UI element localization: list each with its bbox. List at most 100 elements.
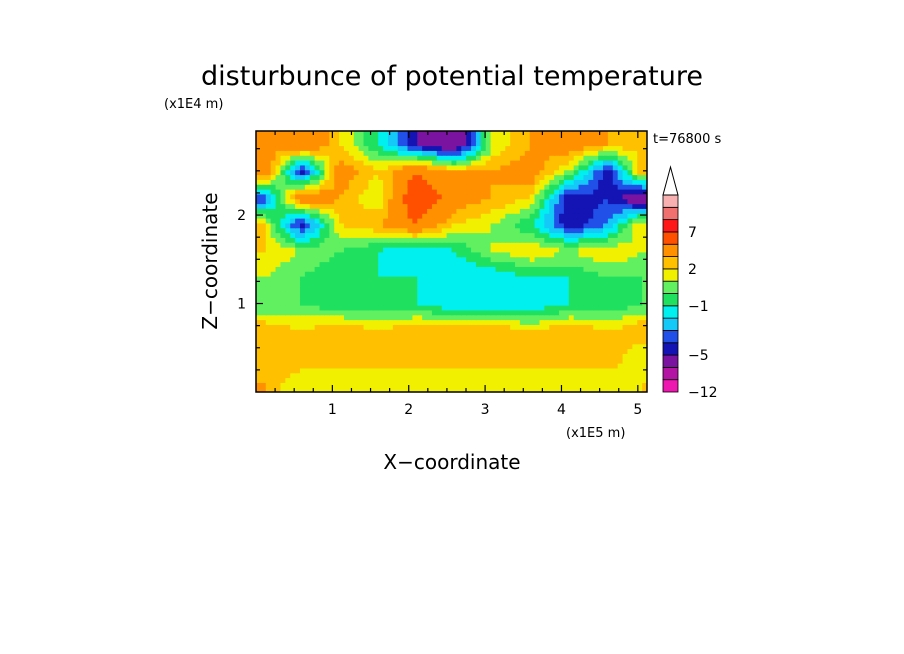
heatmap-cell	[642, 189, 647, 195]
heatmap-cell	[505, 135, 511, 142]
heatmap-cell	[480, 377, 487, 383]
heatmap-cell	[343, 305, 350, 311]
heatmap-cell	[348, 150, 355, 156]
heatmap-cell	[256, 208, 262, 214]
heatmap-cell	[603, 150, 609, 156]
heatmap-cell	[431, 237, 438, 243]
heatmap-cell	[510, 271, 516, 277]
heatmap-cell	[412, 324, 418, 330]
heatmap-cell	[309, 213, 316, 219]
heatmap-cell	[519, 227, 526, 234]
heatmap-cell	[627, 193, 633, 200]
heatmap-cell	[598, 338, 604, 345]
heatmap-cell	[549, 131, 555, 137]
heatmap-cell	[446, 218, 453, 224]
heatmap-cell	[299, 247, 306, 253]
heatmap-cell	[412, 338, 418, 345]
heatmap-cell	[568, 198, 575, 205]
heatmap-cell	[363, 251, 370, 258]
heatmap-cell	[627, 256, 633, 263]
heatmap-cell	[402, 305, 409, 311]
heatmap-cell	[617, 227, 624, 234]
heatmap-cell	[427, 324, 433, 330]
heatmap-cell	[392, 218, 399, 224]
heatmap-cell	[295, 160, 301, 166]
heatmap-cell	[637, 319, 643, 325]
heatmap-cell	[402, 367, 409, 374]
heatmap-cell	[539, 280, 545, 287]
heatmap-cell	[256, 319, 262, 325]
heatmap-cell	[637, 309, 643, 316]
heatmap-cell	[495, 290, 501, 296]
heatmap-cell	[412, 193, 418, 200]
heatmap-cell	[334, 305, 340, 311]
heatmap-cell	[534, 160, 541, 166]
heatmap-cell	[612, 382, 619, 388]
heatmap-cell	[500, 242, 506, 248]
heatmap-cell	[309, 280, 316, 287]
heatmap-cell	[334, 164, 340, 171]
heatmap-cell	[260, 367, 267, 374]
heatmap-cell	[642, 222, 647, 229]
heatmap-cell	[304, 324, 311, 330]
heatmap-cell	[290, 184, 296, 190]
heatmap-cell	[343, 222, 350, 229]
heatmap-cell	[583, 329, 589, 335]
heatmap-cell	[456, 222, 462, 229]
heatmap-cell	[368, 131, 374, 137]
heatmap-cell	[598, 329, 604, 335]
heatmap-cell	[329, 251, 335, 258]
heatmap-cell	[471, 179, 477, 185]
heatmap-cell	[549, 324, 555, 330]
heatmap-cell	[339, 155, 345, 161]
heatmap-cell	[500, 193, 506, 200]
heatmap-cell	[466, 372, 472, 379]
heatmap-cell	[285, 242, 291, 248]
heatmap-cell	[607, 222, 614, 229]
heatmap-cell	[510, 174, 516, 180]
heatmap-cell	[363, 363, 370, 369]
heatmap-cell	[524, 203, 531, 209]
heatmap-cell	[368, 290, 374, 296]
heatmap-cell	[588, 319, 594, 325]
heatmap-cell	[436, 387, 443, 392]
heatmap-cell	[583, 145, 589, 151]
heatmap-cell	[642, 334, 647, 340]
heatmap-cell	[265, 145, 272, 151]
heatmap-cell	[529, 256, 536, 263]
heatmap-cell	[319, 285, 326, 292]
heatmap-cell	[500, 232, 506, 238]
heatmap-cell	[490, 348, 497, 354]
heatmap-cell	[275, 363, 282, 369]
heatmap-cell	[343, 338, 350, 345]
heatmap-cell	[568, 285, 575, 292]
heatmap-cell	[392, 280, 399, 287]
heatmap-cell	[544, 208, 550, 214]
heatmap-cell	[417, 329, 423, 335]
colorbar-extend-arrow	[662, 165, 679, 196]
heatmap-cell	[348, 261, 355, 267]
heatmap-cell	[515, 160, 521, 166]
heatmap-cell	[402, 203, 409, 209]
heatmap-cell	[559, 290, 565, 296]
heatmap-cell	[475, 227, 482, 234]
heatmap-cell	[397, 358, 404, 364]
heatmap-cell	[461, 198, 467, 205]
heatmap-cell	[441, 285, 448, 292]
heatmap-cell	[334, 222, 340, 229]
heatmap-cell	[280, 285, 286, 292]
heatmap-cell	[490, 184, 497, 190]
heatmap-cell	[368, 382, 374, 388]
heatmap-cell	[343, 155, 350, 161]
heatmap-cell	[436, 382, 443, 388]
heatmap-cell	[612, 218, 619, 224]
colorbar-swatch	[662, 243, 679, 257]
heatmap-cell	[456, 150, 462, 156]
heatmap-cell	[363, 174, 370, 180]
heatmap-cell	[260, 251, 267, 258]
heatmap-cell	[505, 387, 511, 392]
heatmap-cell	[397, 208, 404, 214]
heatmap-cell	[510, 198, 516, 205]
heatmap-cell	[607, 367, 614, 374]
heatmap-cell	[378, 184, 384, 190]
